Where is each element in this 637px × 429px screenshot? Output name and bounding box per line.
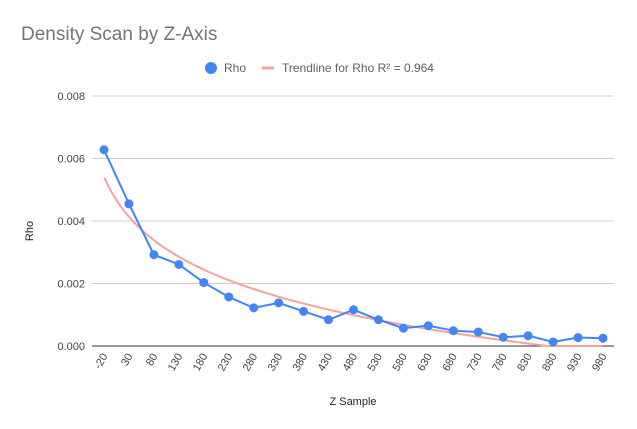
y-tick-label: 0.006	[57, 154, 85, 166]
legend: Rho Trendline for Rho R² = 0.964	[205, 61, 434, 75]
trendline	[103, 177, 603, 347]
legend-rho-marker	[205, 62, 217, 74]
x-tick-label: 80	[144, 352, 161, 369]
y-axis-ticks: 0.000 0.002 0.004 0.006 0.008	[57, 91, 85, 353]
data-point	[174, 259, 184, 269]
data-point	[224, 292, 234, 302]
gridlines	[92, 95, 614, 347]
data-point	[99, 145, 109, 155]
y-axis-title: Rho	[24, 221, 36, 241]
x-tick-label: 730	[465, 352, 485, 374]
chart-title: Density Scan by Z-Axis	[21, 24, 217, 45]
data-point	[274, 298, 284, 308]
x-tick-label: 630	[415, 352, 435, 374]
x-tick-label: 230	[216, 352, 236, 374]
data-point	[423, 321, 433, 331]
x-tick-label: 130	[166, 352, 186, 374]
x-tick-label: 830	[515, 352, 535, 374]
data-point	[548, 337, 558, 347]
legend-trendline-label: Trendline for Rho R² = 0.964	[282, 61, 434, 75]
y-tick-label: 0.002	[57, 279, 85, 291]
y-tick-label: 0.008	[57, 91, 85, 103]
data-point	[598, 333, 608, 343]
x-tick-label: 930	[565, 352, 585, 374]
x-axis-title: Z Sample	[329, 396, 376, 408]
data-point	[324, 315, 334, 325]
x-tick-label: 580	[390, 352, 410, 374]
data-point	[498, 332, 508, 342]
y-tick-label: 0.000	[57, 341, 85, 353]
trendline-group	[103, 177, 603, 347]
x-axis-ticks: -20 30 80 130 180 230 280 330 380 430 480 530 580 630…	[92, 352, 609, 374]
x-tick-label: 180	[191, 352, 211, 374]
y-tick-label: 0.004	[57, 216, 85, 228]
data-point	[523, 331, 533, 341]
data-point	[124, 199, 134, 209]
x-tick-label: 530	[365, 352, 385, 374]
x-tick-label: 680	[440, 352, 460, 374]
data-point	[199, 278, 209, 288]
x-tick-label: 280	[241, 352, 261, 374]
x-tick-label: 480	[341, 352, 361, 374]
x-tick-label: -20	[92, 352, 110, 372]
x-tick-label: 780	[490, 352, 510, 374]
x-tick-label: 30	[119, 352, 136, 369]
x-tick-label: 430	[316, 352, 336, 374]
x-tick-label: 330	[266, 352, 286, 374]
data-point	[473, 327, 483, 337]
x-tick-label: 880	[540, 352, 560, 374]
legend-rho-label: Rho	[224, 61, 246, 75]
data-point	[373, 315, 383, 325]
data-point	[398, 323, 408, 333]
data-point	[448, 326, 458, 336]
data-point	[149, 250, 159, 260]
data-point	[299, 306, 309, 316]
data-point	[349, 305, 358, 315]
x-tick-label: 380	[291, 352, 311, 374]
series-rho	[99, 145, 608, 347]
x-tick-label: 980	[590, 352, 610, 374]
data-point	[249, 303, 259, 313]
data-point	[573, 333, 583, 343]
